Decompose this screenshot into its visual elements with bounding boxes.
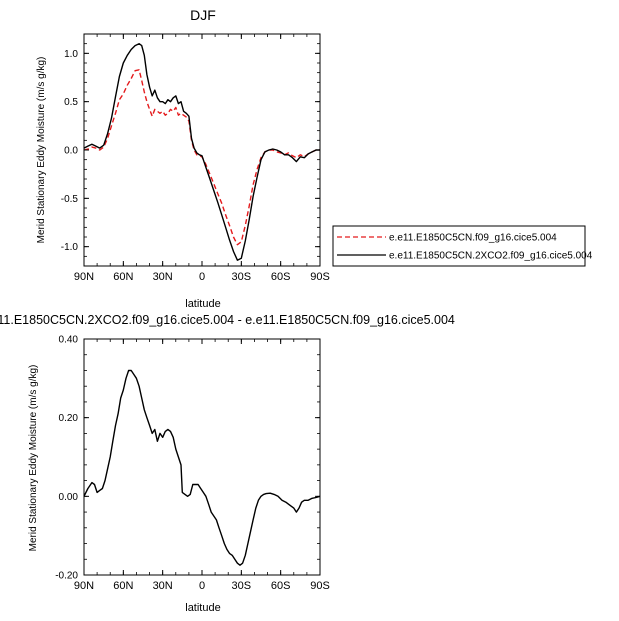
bottom-y-tick-label: 0.40 [59, 335, 79, 346]
bottom-x-tick-label: 90S [310, 580, 330, 592]
top-series-line-1 [83, 43, 320, 261]
top-y-tick-label: -0.5 [61, 194, 79, 205]
bottom-y-tick-label: -0.20 [55, 571, 78, 582]
legend-label-2xco2: e.e11.E1850C5CN.2XCO2.f09_g16.cice5.004 [389, 251, 593, 262]
bottom-y-tick-label: 0.20 [59, 413, 79, 424]
top-y-tick-label: -1.0 [61, 242, 79, 253]
top-x-axis-label: latitude [185, 298, 220, 310]
bottom-chart-title: e.e11.E1850C5CN.2XCO2.f09_g16.cice5.004 … [0, 313, 455, 327]
bottom-plot-frame [83, 338, 321, 576]
top-panel: DJF 90N 60N 30N 0 30S 60S 90S 1.0 0.5 0.0 -0.5 -1.… [36, 7, 330, 310]
top-plot-frame [83, 33, 321, 267]
top-x-axis: 90N 60N 30N 0 30S 60S 90S [74, 34, 330, 283]
top-y-axis: 1.0 0.5 0.0 -0.5 -1.0 [61, 33, 320, 267]
top-chart-title: DJF [190, 7, 216, 23]
top-x-tick-label: 90N [74, 271, 94, 283]
top-x-tick-label: 0 [199, 271, 205, 283]
bottom-x-axis: 90N 60N 30N 0 30S 60S 90S [74, 339, 330, 592]
top-series-group [83, 43, 320, 261]
top-y-tick-label: 0.0 [64, 146, 78, 157]
top-y-axis-label: Merid Stationary Eddy Moisture (m/s g/kg… [36, 57, 47, 244]
bottom-x-tick-label: 30S [232, 580, 252, 592]
bottom-panel: e.e11.E1850C5CN.2XCO2.f09_g16.cice5.004 … [0, 313, 455, 614]
legend-label-control: e.e11.E1850C5CN.f09_g16.cice5.004 [389, 233, 557, 244]
top-y-tick-label: 0.5 [64, 97, 78, 108]
legend-box [332, 225, 586, 267]
bottom-x-axis-label: latitude [185, 602, 220, 614]
bottom-y-axis-label: Merid Stationary Eddy Moisture (m/s g/kg… [28, 365, 39, 552]
top-x-tick-label: 60N [113, 271, 133, 283]
bottom-x-tick-label: 0 [199, 580, 205, 592]
legend: e.e11.E1850C5CN.f09_g16.cice5.004 e.e11.… [332, 225, 593, 267]
bottom-x-tick-label: 60N [113, 580, 133, 592]
bottom-x-tick-label: 60S [271, 580, 291, 592]
top-x-tick-label: 60S [271, 271, 291, 283]
bottom-y-axis: 0.40 0.20 0.00 -0.20 [55, 335, 320, 582]
bottom-series-line-0 [83, 369, 321, 566]
top-x-tick-label: 90S [310, 271, 330, 283]
top-x-tick-label: 30S [232, 271, 252, 283]
bottom-y-tick-label: 0.00 [59, 492, 79, 503]
bottom-x-tick-label: 30N [153, 580, 173, 592]
top-y-tick-label: 1.0 [64, 49, 78, 60]
bottom-series-group [83, 369, 321, 566]
top-x-tick-label: 30N [153, 271, 173, 283]
bottom-x-tick-label: 90N [74, 580, 94, 592]
